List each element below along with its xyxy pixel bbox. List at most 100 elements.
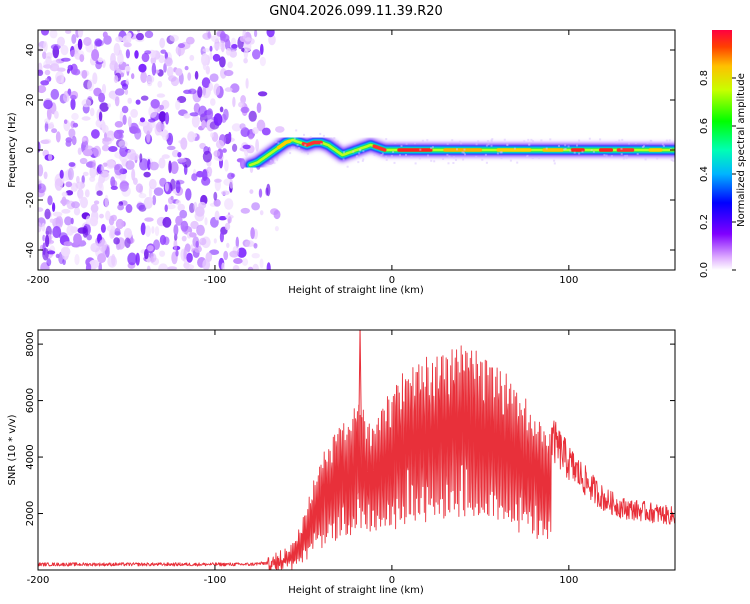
noise-blob [151, 226, 155, 234]
noise-blob [56, 76, 62, 81]
noise-blob [275, 126, 285, 133]
noise-blob [68, 128, 76, 138]
noise-blob [156, 121, 164, 133]
ridge-speckle [303, 133, 305, 136]
noise-blob [202, 48, 211, 53]
noise-blob [223, 250, 229, 261]
snr-panel: -200 -100 0 100 8000 6000 4000 2000 Height of s… [7, 329, 676, 596]
noise-blob [81, 70, 88, 79]
ridge-speckle [558, 145, 560, 147]
noise-blob [41, 30, 49, 36]
ridge-speckle [293, 137, 296, 140]
noise-blob [175, 249, 179, 257]
noise-blob [251, 253, 260, 259]
noise-blob [136, 32, 144, 41]
noise-blob [55, 253, 60, 259]
snr-xlabel: Height of straight line (km) [288, 585, 424, 596]
ridge-speckle [447, 162, 450, 165]
noise-blob [237, 247, 247, 258]
noise-blob [170, 195, 174, 201]
noise-blob [159, 250, 166, 257]
noise-blob [274, 226, 279, 232]
noise-blob [224, 87, 233, 92]
ridge-speckle [513, 147, 516, 150]
ridge-speckle [509, 159, 512, 162]
ridge-speckle [626, 154, 629, 157]
noise-blob [61, 208, 71, 214]
noise-blob [57, 36, 65, 47]
chart-title: GN04.2026.099.11.39.R20 [269, 4, 443, 19]
noise-blob [150, 99, 160, 109]
noise-blob [239, 123, 246, 130]
noise-blob [195, 240, 199, 248]
noise-blob [248, 134, 254, 140]
ridge-speckle [491, 138, 494, 141]
noise-blob [116, 129, 125, 135]
noise-blob [61, 191, 68, 197]
noise-blob [105, 159, 116, 169]
noise-blob [55, 131, 61, 143]
noise-blob [196, 170, 204, 178]
noise-blob [150, 52, 156, 59]
noise-blob [164, 182, 169, 192]
noise-blob [84, 189, 90, 198]
noise-blob [177, 152, 182, 158]
noise-blob [54, 110, 59, 119]
ridge-hot-segment [301, 140, 323, 147]
ridge-speckle [578, 139, 581, 142]
y-tick-label: 6000 [25, 388, 36, 413]
noise-blob [158, 111, 167, 123]
ridge-speckle [628, 142, 630, 145]
noise-blob [100, 170, 110, 182]
noise-blob [166, 145, 176, 151]
noise-blob [224, 198, 234, 210]
noise-blob [110, 185, 118, 190]
noise-blob [254, 30, 258, 38]
noise-blob [225, 48, 232, 56]
ridge-speckle [399, 154, 401, 157]
noise-blob [188, 88, 197, 95]
noise-blob [164, 112, 170, 125]
noise-blob [61, 196, 67, 207]
noise-blob [148, 186, 152, 199]
ridge-speckle [592, 150, 595, 153]
noise-blob [241, 258, 249, 266]
noise-blob [63, 119, 68, 124]
ridge-speckle [490, 144, 493, 147]
noise-blob [135, 128, 141, 134]
noise-blob [102, 137, 112, 142]
ridge-speckle [656, 157, 659, 160]
noise-blob [107, 255, 118, 268]
noise-blob [54, 178, 63, 191]
noise-blob [80, 196, 88, 209]
noise-blob [126, 32, 132, 39]
noise-blob [213, 199, 221, 207]
noise-blob [228, 216, 232, 224]
snr-axes: -200 -100 0 100 8000 6000 4000 2000 [25, 330, 675, 586]
noise-blob [213, 83, 221, 96]
noise-cloud [38, 30, 285, 270]
noise-blob [104, 132, 107, 140]
ridge-speckle [525, 156, 528, 158]
noise-blob [71, 112, 79, 121]
noise-blob [93, 200, 100, 205]
noise-blob [42, 51, 47, 60]
noise-blob [220, 42, 225, 53]
ridge-speckle [646, 141, 649, 144]
noise-blob [68, 162, 76, 167]
spectrogram-panel: -200 -100 0 100 40 20 0 -20 -40 Height of straig… [7, 29, 676, 296]
noise-blob [160, 49, 167, 54]
ridge-speckle [291, 146, 293, 149]
noise-blob [97, 57, 103, 63]
noise-blob [92, 159, 96, 170]
ridge-speckle [538, 156, 541, 159]
ridge-speckle [426, 139, 429, 142]
noise-blob [158, 263, 168, 270]
noise-blob [109, 60, 119, 71]
ridge-speckle [484, 153, 487, 156]
noise-blob [114, 96, 120, 107]
noise-blob [189, 54, 195, 61]
noise-blob [101, 144, 110, 152]
noise-blob [70, 98, 76, 110]
noise-blob [90, 203, 99, 213]
